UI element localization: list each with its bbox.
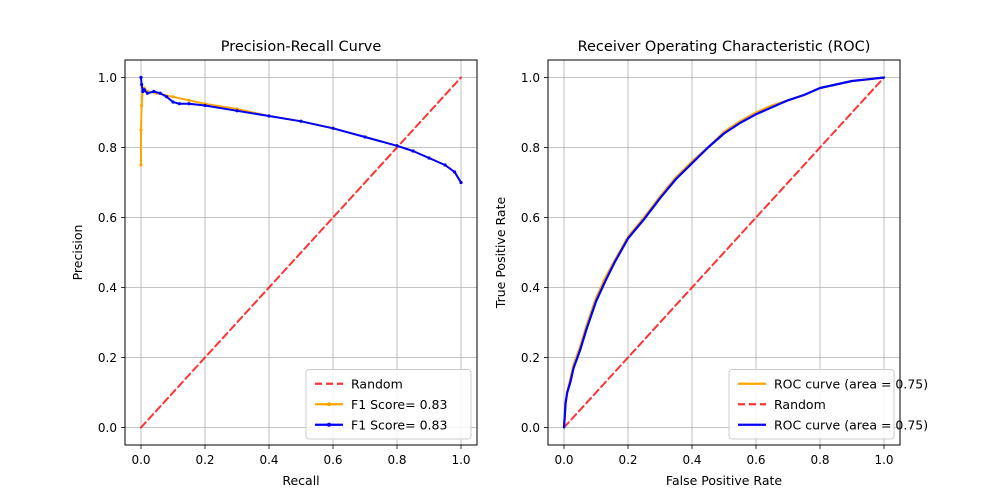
pr-legend-marker bbox=[327, 422, 331, 427]
pr-series-2-point bbox=[187, 102, 191, 106]
pr-series-2-point bbox=[331, 126, 335, 130]
roc-x-axis-label: False Positive Rate bbox=[666, 473, 782, 488]
roc-x-tick-label: 0.8 bbox=[810, 453, 829, 467]
roc-x-tick-label: 0.2 bbox=[618, 453, 637, 467]
pr-y-tick-label: 0.2 bbox=[98, 351, 117, 365]
roc-panel: 0.0 0.2 0.4 0.6 0.8 1.0 0.0 0.2 0.4 0.6 0.8 1.0 Re… bbox=[493, 39, 928, 488]
pr-x-tick-label: 0.6 bbox=[323, 453, 342, 467]
pr-legend: Random F1 Score= 0.83 F1 Score= 0.83 bbox=[305, 369, 472, 440]
pr-series-2-point bbox=[142, 88, 146, 92]
roc-y-tick-label: 1.0 bbox=[521, 71, 540, 85]
pr-series-2-point bbox=[267, 114, 271, 118]
roc-axes-frame bbox=[547, 59, 901, 446]
roc-legend-label: Random bbox=[774, 397, 826, 412]
pr-y-axis-label: Precision bbox=[70, 225, 85, 281]
roc-y-tick-label: 0.8 bbox=[521, 141, 540, 155]
pr-legend-label: F1 Score= 0.83 bbox=[351, 417, 447, 432]
roc-legend-label: ROC curve (area = 0.75) bbox=[774, 417, 928, 432]
roc-x-ticks: 0.0 0.2 0.4 0.6 0.8 1.0 bbox=[554, 445, 894, 467]
pr-series-2-point bbox=[145, 91, 149, 95]
pr-y-tick-label: 0.8 bbox=[98, 141, 117, 155]
pr-axes-frame bbox=[124, 59, 478, 446]
pr-x-ticks: 0.0 0.2 0.4 0.6 0.8 1.0 bbox=[131, 445, 471, 467]
pr-series-2-point bbox=[139, 75, 143, 80]
pr-series-2-point bbox=[152, 89, 156, 94]
pr-plot-area bbox=[139, 75, 463, 429]
pr-x-axis-label: Recall bbox=[282, 473, 319, 488]
pr-chart-title: Precision-Recall Curve bbox=[221, 39, 382, 55]
pr-series-2-point bbox=[443, 163, 447, 167]
pr-series-2-point bbox=[158, 91, 162, 95]
pr-series-1-point bbox=[187, 98, 191, 102]
roc-x-tick-label: 0.0 bbox=[554, 453, 573, 467]
pr-series-2-point bbox=[299, 119, 303, 123]
pr-x-tick-label: 0.8 bbox=[387, 453, 406, 467]
pr-grid bbox=[125, 60, 477, 445]
pr-series-2-point bbox=[459, 180, 463, 185]
roc-y-ticks: 0.0 0.2 0.4 0.6 0.8 1.0 bbox=[521, 71, 548, 435]
pr-series-2-point bbox=[427, 156, 431, 160]
roc-series-1-random-line bbox=[563, 76, 885, 429]
pr-series-0-random-line bbox=[140, 76, 462, 429]
roc-legend-box bbox=[728, 369, 895, 440]
pr-series-1-point bbox=[140, 103, 144, 108]
roc-y-axis-label: True Positive Rate bbox=[493, 197, 508, 310]
roc-plot-area bbox=[562, 76, 886, 429]
pr-series-2-point bbox=[363, 135, 367, 139]
pr-series-2-point bbox=[235, 109, 239, 113]
pr-series-2-point bbox=[395, 144, 399, 148]
pr-series-2-point bbox=[171, 100, 175, 104]
roc-y-tick-label: 0.4 bbox=[521, 281, 540, 295]
roc-y-tick-label: 0.0 bbox=[521, 421, 540, 435]
pr-series-1-point bbox=[171, 95, 175, 99]
pr-series-2-point bbox=[411, 149, 415, 153]
pr-legend-label: Random bbox=[351, 376, 403, 391]
precision-recall-panel: 0.0 0.2 0.4 0.6 0.8 1.0 0.0 0.2 0.4 0.6 0.8 1.0 Pr… bbox=[70, 39, 478, 488]
pr-y-ticks: 0.0 0.2 0.4 0.6 0.8 1.0 bbox=[98, 71, 125, 435]
roc-chart-title: Receiver Operating Characteristic (ROC) bbox=[578, 39, 871, 55]
pr-legend-box bbox=[305, 369, 472, 440]
pr-series-2-point bbox=[177, 102, 181, 106]
roc-y-tick-label: 0.2 bbox=[521, 351, 540, 365]
pr-y-tick-label: 0.4 bbox=[98, 281, 117, 295]
pr-x-tick-label: 1.0 bbox=[451, 453, 470, 467]
pr-series-1-point bbox=[139, 128, 143, 132]
roc-x-tick-label: 0.6 bbox=[746, 453, 765, 467]
pr-series-1-point bbox=[139, 163, 143, 167]
pr-x-tick-label: 0.4 bbox=[259, 453, 278, 467]
pr-x-tick-label: 0.2 bbox=[195, 453, 214, 467]
roc-series-2-roc-curve-area-0-75-line bbox=[562, 76, 886, 429]
pr-series-2-point bbox=[165, 95, 169, 99]
pr-y-tick-label: 0.6 bbox=[98, 211, 117, 225]
roc-x-tick-label: 1.0 bbox=[874, 453, 893, 467]
roc-legend: ROC curve (area = 0.75) Random ROC curve (… bbox=[728, 369, 928, 440]
pr-series-2-point bbox=[453, 170, 457, 174]
pr-x-tick-label: 0.0 bbox=[131, 453, 150, 467]
roc-x-tick-label: 0.4 bbox=[682, 453, 701, 467]
pr-series-2-point bbox=[140, 82, 144, 87]
pr-legend-marker bbox=[327, 402, 331, 407]
pr-series-2-point bbox=[203, 103, 207, 108]
pr-legend-label: F1 Score= 0.83 bbox=[351, 397, 447, 412]
roc-legend-label: ROC curve (area = 0.75) bbox=[774, 376, 928, 391]
pr-y-tick-label: 1.0 bbox=[98, 71, 117, 85]
roc-y-tick-label: 0.6 bbox=[521, 211, 540, 225]
pr-y-tick-label: 0.0 bbox=[98, 421, 117, 435]
